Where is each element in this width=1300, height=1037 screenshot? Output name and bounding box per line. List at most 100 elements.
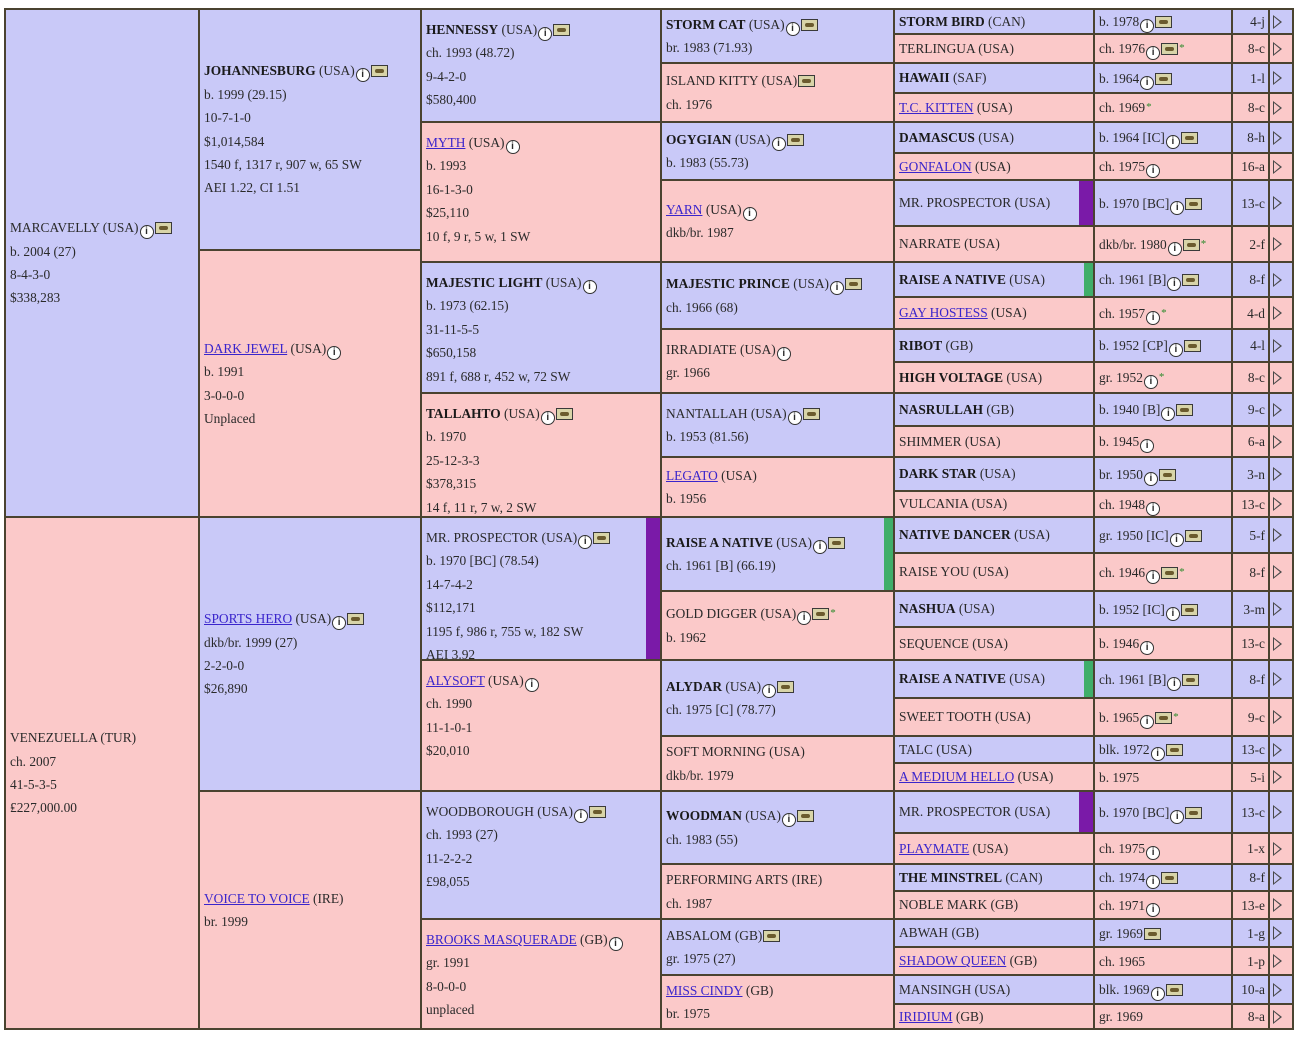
info-icon[interactable]: i [538, 27, 553, 41]
info-icon[interactable]: i [1140, 75, 1155, 90]
expand-arrow-icon[interactable] [1273, 1009, 1282, 1024]
info-icon[interactable]: i [1146, 46, 1161, 61]
info-icon[interactable]: i [1140, 641, 1155, 656]
horse-name[interactable]: IRIDIUM [899, 1008, 953, 1024]
expand-cell[interactable] [1268, 261, 1294, 298]
info-icon[interactable]: i [771, 136, 786, 151]
info-icon[interactable]: i [1167, 241, 1182, 256]
expand-cell[interactable] [1268, 697, 1294, 737]
info-icon[interactable]: i [1168, 343, 1183, 358]
expand-cell[interactable] [1268, 328, 1294, 363]
horse-photo-icon[interactable] [555, 408, 573, 420]
info-icon[interactable]: i [355, 68, 370, 83]
horse-photo-icon[interactable] [1182, 673, 1200, 686]
info-icon[interactable]: i [762, 683, 777, 698]
horse-photo-icon[interactable] [802, 407, 820, 420]
info-icon[interactable]: i [1170, 809, 1185, 824]
info-icon[interactable]: i [776, 346, 791, 361]
info-icon[interactable]: i [1150, 987, 1165, 1002]
expand-arrow-icon[interactable] [1273, 841, 1282, 856]
info-icon[interactable]: i [1140, 19, 1155, 33]
horse-name[interactable]: GAY HOSTESS [899, 305, 988, 321]
expand-arrow-icon[interactable] [1273, 272, 1282, 287]
expand-arrow-icon[interactable] [1273, 100, 1282, 115]
horse-name[interactable]: LEGATO [666, 467, 718, 483]
info-icon[interactable]: i [785, 21, 800, 36]
info-icon[interactable]: i [1170, 200, 1185, 215]
info-icon[interactable]: i [505, 140, 520, 154]
horse-name[interactable]: SPORTS HERO [204, 611, 293, 627]
horse-photo-icon[interactable] [1182, 274, 1200, 287]
expand-arrow-icon[interactable] [1273, 672, 1282, 686]
expand-arrow-icon[interactable] [1273, 870, 1282, 885]
expand-cell[interactable] [1268, 62, 1294, 94]
expand-cell[interactable] [1268, 890, 1294, 920]
expand-cell[interactable] [1268, 296, 1294, 330]
expand-arrow-icon[interactable] [1273, 898, 1282, 912]
expand-arrow-icon[interactable] [1273, 130, 1282, 145]
horse-photo-icon[interactable] [777, 680, 795, 693]
horse-photo-icon[interactable] [1185, 806, 1203, 819]
horse-photo-icon[interactable] [763, 929, 781, 942]
horse-photo-icon[interactable] [1165, 984, 1183, 997]
info-icon[interactable]: i [1140, 714, 1155, 729]
horse-photo-icon[interactable] [1155, 72, 1173, 85]
expand-arrow-icon[interactable] [1273, 434, 1282, 449]
expand-cell[interactable] [1268, 425, 1294, 458]
expand-cell[interactable] [1268, 863, 1294, 892]
expand-arrow-icon[interactable] [1273, 159, 1282, 174]
expand-arrow-icon[interactable] [1273, 497, 1282, 511]
horse-photo-icon[interactable] [1155, 711, 1173, 724]
horse-name[interactable]: VOICE TO VOICE [204, 890, 310, 906]
horse-name[interactable]: ALYSOFT [426, 673, 485, 688]
horse-name[interactable]: PLAYMATE [899, 840, 970, 856]
info-icon[interactable]: i [1161, 407, 1176, 422]
info-icon[interactable]: i [540, 411, 555, 425]
info-icon[interactable]: i [608, 937, 623, 951]
expand-cell[interactable] [1268, 659, 1294, 699]
horse-photo-icon[interactable] [1158, 468, 1176, 481]
horse-photo-icon[interactable] [827, 536, 845, 549]
info-icon[interactable]: i [1167, 277, 1182, 292]
horse-photo-icon[interactable] [1161, 566, 1179, 579]
horse-name[interactable]: SHADOW QUEEN [899, 953, 1007, 969]
expand-cell[interactable] [1268, 392, 1294, 427]
expand-cell[interactable] [1268, 152, 1294, 181]
expand-arrow-icon[interactable] [1273, 982, 1282, 997]
info-icon[interactable]: i [582, 280, 597, 294]
horse-photo-icon[interactable] [1183, 340, 1201, 353]
horse-photo-icon[interactable] [370, 65, 388, 78]
info-icon[interactable]: i [1146, 310, 1161, 325]
horse-photo-icon[interactable] [798, 75, 816, 88]
expand-cell[interactable] [1268, 552, 1294, 592]
expand-arrow-icon[interactable] [1273, 710, 1282, 724]
info-icon[interactable]: i [742, 206, 757, 221]
expand-cell[interactable] [1268, 790, 1294, 834]
expand-arrow-icon[interactable] [1273, 71, 1282, 85]
horse-photo-icon[interactable] [1176, 404, 1194, 417]
expand-cell[interactable] [1268, 92, 1294, 123]
info-icon[interactable]: i [1140, 439, 1155, 454]
info-icon[interactable]: i [1169, 532, 1184, 547]
horse-photo-icon[interactable] [588, 806, 606, 818]
expand-arrow-icon[interactable] [1273, 954, 1282, 968]
expand-arrow-icon[interactable] [1273, 636, 1282, 651]
info-icon[interactable]: i [829, 281, 844, 296]
horse-photo-icon[interactable] [1182, 238, 1200, 251]
horse-name[interactable]: A MEDIUM HELLO [899, 769, 1015, 785]
expand-cell[interactable] [1268, 1003, 1294, 1030]
expand-cell[interactable] [1268, 735, 1294, 764]
info-icon[interactable]: i [1167, 676, 1182, 691]
info-icon[interactable]: i [1143, 471, 1158, 486]
info-icon[interactable]: i [1165, 606, 1180, 621]
horse-photo-icon[interactable] [786, 133, 804, 146]
info-icon[interactable]: i [573, 809, 588, 823]
expand-arrow-icon[interactable] [1273, 926, 1282, 940]
expand-arrow-icon[interactable] [1273, 742, 1282, 757]
horse-photo-icon[interactable] [1143, 927, 1161, 940]
info-icon[interactable]: i [787, 410, 802, 425]
horse-photo-icon[interactable] [1180, 603, 1198, 616]
info-icon[interactable]: i [327, 345, 342, 360]
horse-name[interactable]: GONFALON [899, 158, 972, 174]
info-icon[interactable]: i [1146, 875, 1161, 890]
